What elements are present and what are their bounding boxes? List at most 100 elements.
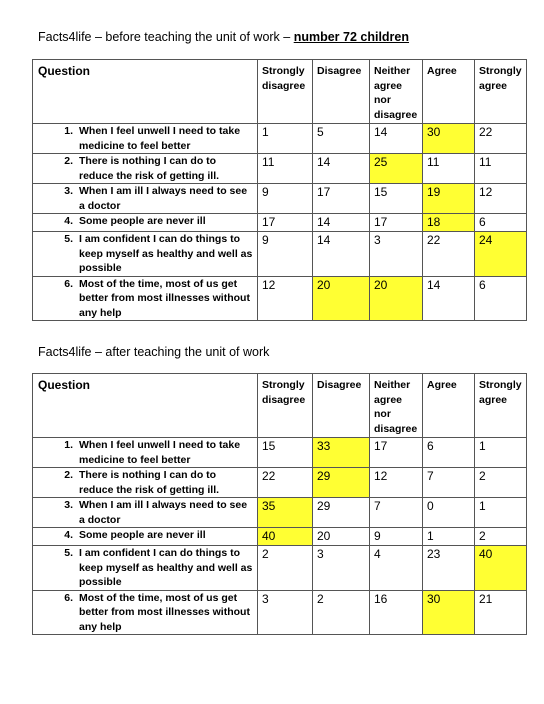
table-row: 2. There is nothing I can do to reduce th…	[32, 467, 527, 498]
question-number: 3.	[64, 185, 73, 197]
header-strongly-agree: Strongly agree	[474, 59, 527, 124]
value-cell: 22	[474, 123, 527, 154]
question-text: I am confident I can do things to keep m…	[79, 233, 253, 274]
value-cell: 6	[422, 437, 475, 468]
question-text: There is nothing I can do to reduce the …	[79, 155, 220, 182]
value-cell: 22	[422, 231, 475, 277]
value-cell: 2	[474, 527, 527, 546]
value-cell: 6	[474, 275, 527, 321]
header-strongly-agree: Strongly agree	[474, 373, 527, 438]
question-cell: 6. Most of the time, most of us get bette…	[32, 275, 258, 321]
before-results-table: Question Strongly disagree Disagree Neit…	[32, 59, 527, 321]
question-cell: 6. Most of the time, most of us get bette…	[32, 589, 258, 635]
table-row: 6. Most of the time, most of us get bette…	[32, 589, 527, 635]
value-cell: 3	[257, 589, 313, 635]
question-text: Some people are never ill	[79, 529, 206, 541]
before-title-text: Facts4life – before teaching the unit of…	[38, 30, 294, 44]
question-number: 4.	[64, 215, 73, 227]
question-number: 1.	[64, 125, 73, 137]
value-cell: 14	[312, 153, 370, 184]
value-cell: 0	[422, 497, 475, 528]
question-text: I am confident I can do things to keep m…	[79, 547, 253, 588]
question-text: Some people are never ill	[79, 215, 206, 227]
highlighted-value-cell: 19	[422, 183, 475, 214]
value-cell: 29	[312, 497, 370, 528]
question-number: 4.	[64, 529, 73, 541]
table-row: 5. I am confident I can do things to keep…	[32, 231, 527, 277]
highlighted-value-cell: 29	[312, 467, 370, 498]
question-cell: 4. Some people are never ill	[32, 527, 258, 546]
value-cell: 2	[312, 589, 370, 635]
question-number: 6.	[64, 591, 73, 604]
question-text: There is nothing I can do to reduce the …	[79, 469, 220, 496]
value-cell: 12	[369, 467, 423, 498]
question-number: 5.	[64, 547, 73, 559]
question-number: 3.	[64, 499, 73, 511]
highlighted-value-cell: 40	[474, 545, 527, 591]
highlighted-value-cell: 20	[369, 275, 423, 321]
before-title-count: number 72 children	[293, 30, 410, 44]
header-neither: Neither agree nor disagree	[369, 373, 423, 438]
value-cell: 3	[369, 231, 423, 277]
table-row: 3. When I am ill I always need to see a d…	[32, 183, 527, 214]
value-cell: 11	[257, 153, 313, 184]
table-row: 5. I am confident I can do things to keep…	[32, 545, 527, 591]
question-cell: 4. Some people are never ill	[32, 213, 258, 232]
value-cell: 9	[369, 527, 423, 546]
value-cell: 7	[369, 497, 423, 528]
value-cell: 17	[312, 183, 370, 214]
table-row: 1. When I feel unwell I need to take medi…	[32, 123, 527, 154]
question-cell: 1. When I feel unwell I need to take medi…	[32, 437, 258, 468]
question-text: When I feel unwell I need to take medici…	[79, 125, 241, 152]
value-cell: 23	[422, 545, 475, 591]
header-neither: Neither agree nor disagree	[369, 59, 423, 124]
table-row: 1. When I feel unwell I need to take medi…	[32, 437, 527, 468]
after-title-text: Facts4life – after teaching the unit of …	[38, 345, 270, 359]
question-number: 5.	[64, 233, 73, 245]
value-cell: 6	[474, 213, 527, 232]
question-cell: 3. When I am ill I always need to see a d…	[32, 183, 258, 214]
question-text: Most of the time, most of us get better …	[79, 277, 250, 319]
header-disagree: Disagree	[312, 373, 370, 438]
question-text: When I am ill I always need to see a doc…	[79, 185, 248, 212]
question-number: 1.	[64, 439, 73, 451]
question-cell: 2. There is nothing I can do to reduce th…	[32, 153, 258, 184]
highlighted-value-cell: 30	[422, 123, 475, 154]
value-cell: 5	[312, 123, 370, 154]
highlighted-value-cell: 18	[422, 213, 475, 232]
header-disagree: Disagree	[312, 59, 370, 124]
highlighted-value-cell: 24	[474, 231, 527, 277]
header-strongly-disagree: Strongly disagree	[257, 373, 313, 438]
value-cell: 20	[312, 527, 370, 546]
table-row: 6. Most of the time, most of us get bette…	[32, 275, 527, 321]
header-agree: Agree	[422, 373, 475, 438]
header-question: Question	[32, 59, 258, 124]
question-number: 2.	[64, 155, 73, 167]
highlighted-value-cell: 30	[422, 589, 475, 635]
value-cell: 11	[422, 153, 475, 184]
question-number: 2.	[64, 469, 73, 481]
after-results-table: Question Strongly disagree Disagree Neit…	[32, 373, 527, 635]
value-cell: 12	[474, 183, 527, 214]
value-cell: 14	[422, 275, 475, 321]
highlighted-value-cell: 20	[312, 275, 370, 321]
question-cell: 2. There is nothing I can do to reduce th…	[32, 467, 258, 498]
highlighted-value-cell: 40	[257, 527, 313, 546]
value-cell: 17	[369, 437, 423, 468]
value-cell: 4	[369, 545, 423, 591]
question-text: When I am ill I always need to see a doc…	[79, 499, 248, 526]
value-cell: 17	[369, 213, 423, 232]
value-cell: 1	[257, 123, 313, 154]
value-cell: 14	[312, 231, 370, 277]
value-cell: 17	[257, 213, 313, 232]
value-cell: 11	[474, 153, 527, 184]
value-cell: 1	[422, 527, 475, 546]
highlighted-value-cell: 35	[257, 497, 313, 528]
table-row: 4. Some people are never ill 40 20 9 1 2	[32, 527, 527, 546]
question-cell: 3. When I am ill I always need to see a d…	[32, 497, 258, 528]
value-cell: 21	[474, 589, 527, 635]
table-row: 4. Some people are never ill 17 14 17 18 6	[32, 213, 527, 232]
question-text: When I feel unwell I need to take medici…	[79, 439, 241, 466]
question-number: 6.	[64, 277, 73, 290]
value-cell: 22	[257, 467, 313, 498]
